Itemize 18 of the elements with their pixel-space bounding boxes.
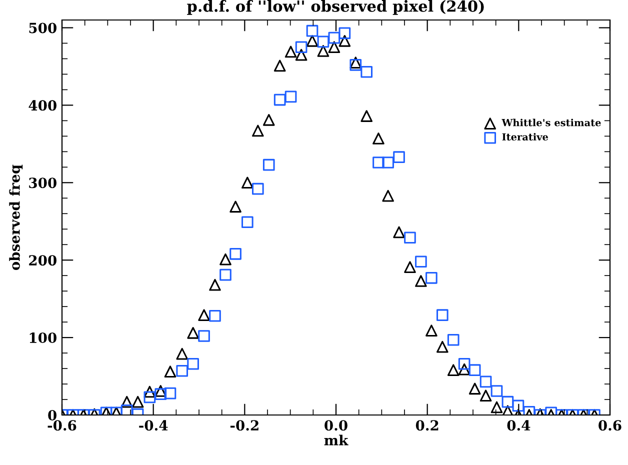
x-tick-label: 0.6 xyxy=(598,420,622,431)
y-tick-label: 500 xyxy=(29,22,56,34)
x-tick-label: 0.2 xyxy=(416,420,438,431)
y-tick-label: 200 xyxy=(29,255,56,266)
y-tick-label: 0 xyxy=(48,410,56,420)
chart-title: p.d.f. of ''low'' observed pixel (240) xyxy=(187,0,484,15)
legend-label: Whittle's estimate xyxy=(502,118,601,126)
y-axis-title: observed freq xyxy=(9,164,23,270)
y-tick-label: 100 xyxy=(30,332,56,344)
x-tick-label: -0.6 xyxy=(48,420,76,431)
x-tick-label: 0.4 xyxy=(507,420,530,431)
y-tick-label: 400 xyxy=(28,100,56,111)
x-axis-title: mk xyxy=(324,434,348,446)
x-tick-label: -0.4 xyxy=(139,420,168,431)
y-tick-label: 300 xyxy=(29,178,56,188)
x-tick-label: 0.0 xyxy=(324,420,348,431)
legend-label: Iterative xyxy=(502,133,548,141)
x-tick-label: -0.2 xyxy=(230,420,258,431)
